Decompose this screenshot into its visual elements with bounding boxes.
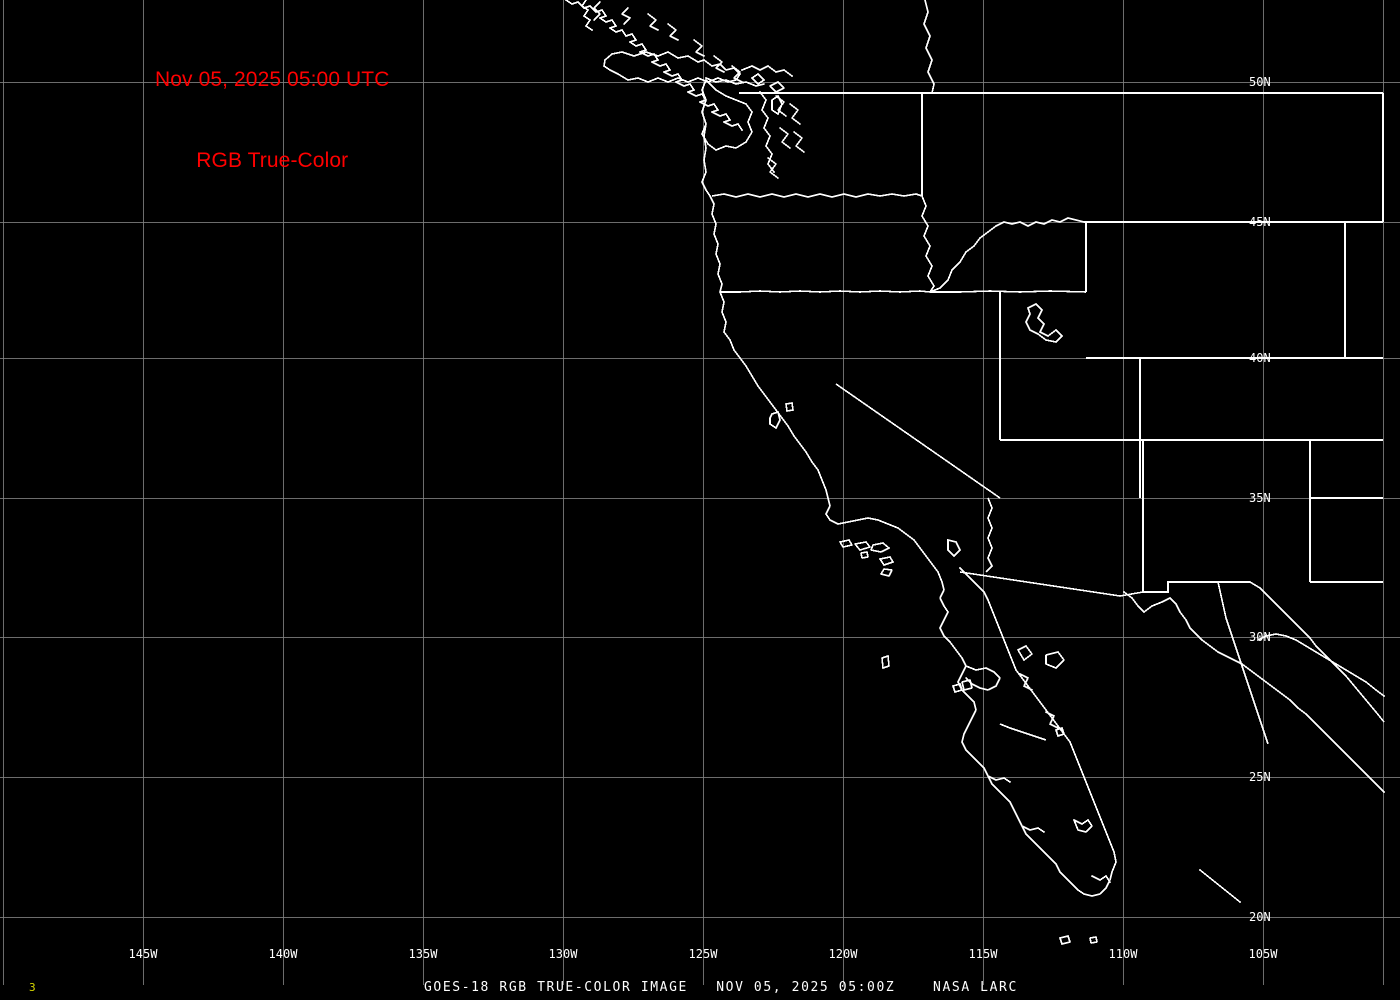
coast-baja-bay-b: [1021, 825, 1045, 833]
coast-puget-inlet-d: [793, 131, 805, 153]
lat-tick-20n: 20N: [1249, 910, 1271, 924]
border-or-ca-nv: [720, 290, 931, 293]
coast-sonora-mainland: [1169, 597, 1385, 793]
border-id-nv-ut: [930, 290, 1087, 293]
island-small-a: [952, 683, 963, 693]
island-cedros: [961, 679, 973, 691]
border-bc-alberta: [923, 0, 935, 94]
border-az-ca: [985, 497, 993, 573]
island-tiburon: [1045, 651, 1065, 669]
lat-tick-30n: 30N: [1249, 630, 1271, 644]
lake-great-salt: [1025, 303, 1064, 343]
lon-tick-140w: 140W: [268, 947, 298, 961]
coast-baja-gulf: [959, 567, 1117, 873]
border-mx-baja-sur: [999, 723, 1047, 741]
coast-vancouver-island: [603, 51, 741, 83]
lake-salton-sea: [947, 538, 961, 558]
lon-tick-135w: 135W: [408, 947, 438, 961]
coast-baja-pacific: [939, 611, 1113, 897]
island-small-b: [1055, 727, 1065, 737]
coast-mazatlan: [1199, 869, 1241, 903]
coast-baja-bay-a: [987, 775, 1011, 783]
lon-tick-145w: 145W: [128, 947, 158, 961]
lat-tick-35n: 35N: [1249, 491, 1271, 505]
coast-baja-lapaz: [1073, 819, 1093, 833]
lat-tick-45n: 45N: [1249, 215, 1271, 229]
island-small-c: [1059, 935, 1071, 945]
coast-bc-inlet-e: [693, 39, 705, 57]
coast-haida-gwaii: [581, 0, 593, 31]
coast-baja-gulf-inlet-b: [1045, 711, 1059, 729]
lon-tick-120w: 120W: [828, 947, 858, 961]
coast-washington: [701, 123, 711, 197]
coast-bc-inlet-b: [621, 7, 631, 25]
border-nv-ca-diagonal: [835, 383, 1001, 499]
island-guadalupe: [881, 655, 890, 669]
lon-tick-105w: 105W: [1248, 947, 1278, 961]
border-or-id: [921, 195, 935, 293]
island-small-d: [1089, 936, 1098, 944]
coast-baja-gulf-inlet-a: [1019, 673, 1033, 691]
lake-pyramid: [785, 402, 794, 412]
coast-puget-inlet-b: [789, 103, 801, 125]
coast-northern-california: [719, 291, 829, 499]
lon-tick-130w: 130W: [548, 947, 578, 961]
border-wa-or: [711, 193, 923, 198]
coastline-vectors: [565, 0, 1385, 945]
lon-tick-110w: 110W: [1108, 947, 1138, 961]
lake-tahoe: [769, 410, 781, 430]
footer-caption: GOES-18 RGB TRUE-COLOR IMAGE NOV 05, 202…: [424, 980, 1018, 995]
border-us-mexico-az-nm: [1143, 581, 1317, 647]
coast-bc-inlet-a: [593, 1, 601, 21]
island-santa-cruz: [870, 542, 890, 553]
coast-central-california: [825, 497, 943, 583]
coast-strait-of-georgia: [741, 65, 793, 77]
border-id-mt: [929, 217, 1086, 293]
coast-gulf-islands-a: [751, 73, 765, 85]
political-boundary-vectors: [711, 0, 1385, 745]
coast-olympic-peninsula: [701, 79, 753, 151]
coast-mexico-north: [1257, 633, 1385, 697]
lat-tick-25n: 25N: [1249, 770, 1271, 784]
coast-bc-inlet-c: [647, 13, 659, 31]
coast-puget-inlet-c: [779, 127, 791, 149]
coast-puget-south: [767, 157, 779, 179]
lon-tick-125w: 125W: [688, 947, 718, 961]
lat-tick-50n: 50N: [1249, 75, 1271, 89]
island-santa-rosa: [854, 541, 871, 551]
coast-baja-vizcaino: [965, 665, 1001, 691]
island-san-clemente: [880, 568, 893, 577]
island-santa-catalina: [879, 556, 894, 566]
border-us-mexico-ca: [959, 571, 1144, 597]
border-mx-sonora-chihuahua: [1217, 581, 1269, 745]
coast-baja-cabo: [1091, 875, 1111, 883]
coast-gulf-islands-b: [769, 81, 785, 93]
coast-bc-inlet-d: [667, 23, 679, 41]
lat-tick-40n: 40N: [1249, 351, 1271, 365]
island-angel-de-la-guarda: [1017, 645, 1033, 661]
border-rio-grande: [1315, 645, 1385, 723]
coast-mexico-gulf-head: [1143, 597, 1171, 613]
lon-tick-115w: 115W: [968, 947, 998, 961]
coast-oregon: [709, 195, 723, 293]
corner-index-label: 3: [29, 981, 36, 994]
coast-juan-de-fuca: [705, 77, 765, 87]
coast-socal-bight: [939, 581, 949, 613]
coast-british-columbia: [565, 0, 743, 131]
coast-whidbey-island: [771, 95, 783, 115]
island-santa-barbara: [860, 551, 869, 559]
island-san-miguel: [839, 539, 853, 548]
